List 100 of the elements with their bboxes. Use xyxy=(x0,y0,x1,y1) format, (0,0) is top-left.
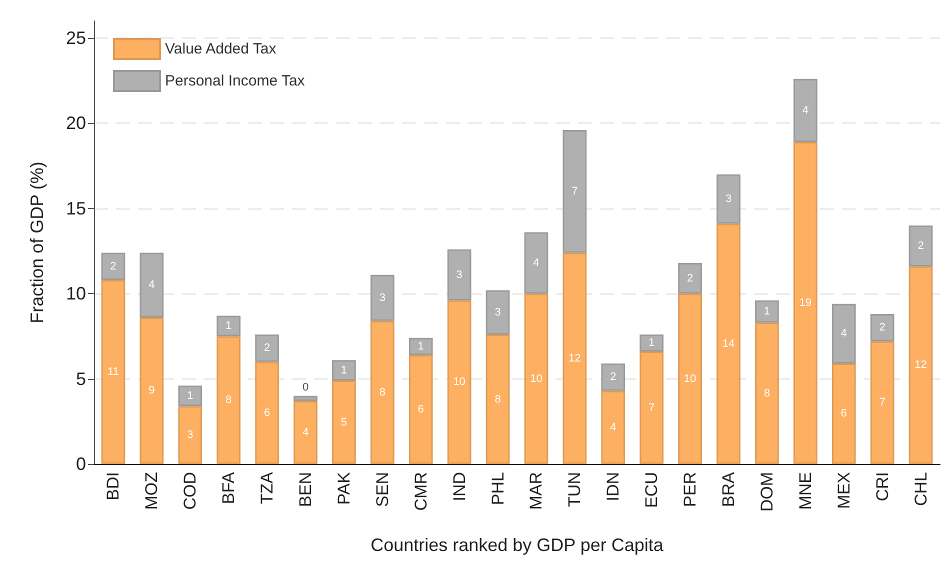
bar xyxy=(178,406,202,464)
x-tick-label: PAK xyxy=(334,471,354,505)
data-label: 6 xyxy=(418,403,424,416)
bar xyxy=(716,224,740,464)
bar xyxy=(370,320,394,464)
bar xyxy=(601,390,626,464)
data-label: 8 xyxy=(494,393,501,406)
data-label: 2 xyxy=(686,272,694,284)
bar xyxy=(755,322,779,464)
x-tick-label: BFA xyxy=(219,471,238,504)
x-tick-label: IND xyxy=(450,472,469,502)
bar xyxy=(908,266,933,464)
bar xyxy=(755,300,779,323)
bar xyxy=(408,354,433,464)
bar xyxy=(524,294,548,464)
bar xyxy=(486,334,510,464)
bar xyxy=(601,363,626,391)
bar xyxy=(370,274,394,321)
data-label: 4 xyxy=(840,328,847,340)
bar xyxy=(486,290,510,335)
bar xyxy=(524,232,548,294)
x-tick-label: BRA xyxy=(719,471,738,507)
bar xyxy=(793,78,818,142)
y-tick-label: 15 xyxy=(66,198,86,218)
data-label: 7 xyxy=(648,402,655,414)
data-label: 3 xyxy=(725,193,732,206)
bar xyxy=(870,314,894,342)
x-tick-label: BDI xyxy=(104,472,123,500)
bar xyxy=(140,317,164,464)
data-label: 9 xyxy=(148,384,155,397)
data-label: 3 xyxy=(379,292,386,304)
data-label: 5 xyxy=(340,416,348,428)
x-tick-label: PHL xyxy=(488,472,508,506)
x-tick-label: COD xyxy=(180,472,200,510)
bar xyxy=(793,142,818,464)
x-tick-label: MEX xyxy=(834,472,854,509)
y-tick-label: 5 xyxy=(76,368,86,389)
bar xyxy=(101,252,126,280)
bar xyxy=(255,334,279,362)
data-label: 2 xyxy=(110,260,116,272)
data-label: 12 xyxy=(568,352,581,364)
data-label: 6 xyxy=(840,408,847,420)
y-tick-label: 25 xyxy=(66,28,86,48)
data-label: 11 xyxy=(108,366,119,378)
x-tick-label: MAR xyxy=(526,472,546,510)
x-tick-label: MOZ xyxy=(142,472,162,510)
bar xyxy=(294,396,318,401)
data-label: 1 xyxy=(764,306,770,318)
legend-label: Value Added Tax xyxy=(165,40,277,58)
data-label: 19 xyxy=(799,296,812,309)
bar xyxy=(640,352,664,464)
data-label: 8 xyxy=(226,394,232,406)
bar xyxy=(832,304,856,364)
data-label: 1 xyxy=(187,390,194,402)
bar xyxy=(562,252,587,464)
bar xyxy=(678,262,702,294)
data-label: 4 xyxy=(148,279,155,292)
y-tick-label: 10 xyxy=(66,284,86,304)
bar xyxy=(447,249,472,300)
x-tick-label: SEN xyxy=(372,472,392,507)
data-label: 4 xyxy=(610,421,616,434)
data-label: 2 xyxy=(264,342,270,354)
x-tick-label: TUN xyxy=(565,472,584,507)
bar xyxy=(216,316,241,336)
data-label: 7 xyxy=(879,396,886,409)
data-label: 3 xyxy=(187,429,194,442)
data-label: 4 xyxy=(302,426,309,438)
x-tick-label: PER xyxy=(680,472,700,507)
x-tick-label: ECU xyxy=(642,472,662,508)
bar xyxy=(216,336,241,464)
bar xyxy=(716,174,740,224)
x-tick-label: DOM xyxy=(757,472,776,512)
x-tick-label: CRI xyxy=(872,472,892,502)
data-label: 6 xyxy=(264,406,270,419)
x-tick-label: CHL xyxy=(911,472,930,506)
data-label: 8 xyxy=(379,386,386,398)
bar xyxy=(408,338,433,355)
data-label: 2 xyxy=(610,371,616,384)
bar xyxy=(101,280,126,464)
y-axis-title: Fraction of GDP (%) xyxy=(27,162,47,324)
y-tick-label: 20 xyxy=(66,113,86,134)
bar xyxy=(332,380,356,464)
data-label: 4 xyxy=(533,256,540,269)
data-label: 1 xyxy=(340,364,348,376)
y-tick-label: 0 xyxy=(76,454,86,474)
data-label: 3 xyxy=(494,306,501,318)
legend-label: Personal Income Tax xyxy=(165,72,306,90)
x-tick-label: IDN xyxy=(604,472,623,502)
bar xyxy=(178,386,202,406)
data-label: 10 xyxy=(684,372,696,385)
data-label: 2 xyxy=(879,322,886,334)
data-label: 10 xyxy=(530,372,542,385)
bar xyxy=(832,363,856,464)
bar xyxy=(255,362,279,464)
data-label: 14 xyxy=(722,338,735,350)
data-label: 7 xyxy=(572,185,578,198)
bar xyxy=(562,130,587,253)
data-label: 1 xyxy=(418,340,424,352)
data-label: 3 xyxy=(456,268,462,281)
data-label: 1 xyxy=(648,337,655,350)
